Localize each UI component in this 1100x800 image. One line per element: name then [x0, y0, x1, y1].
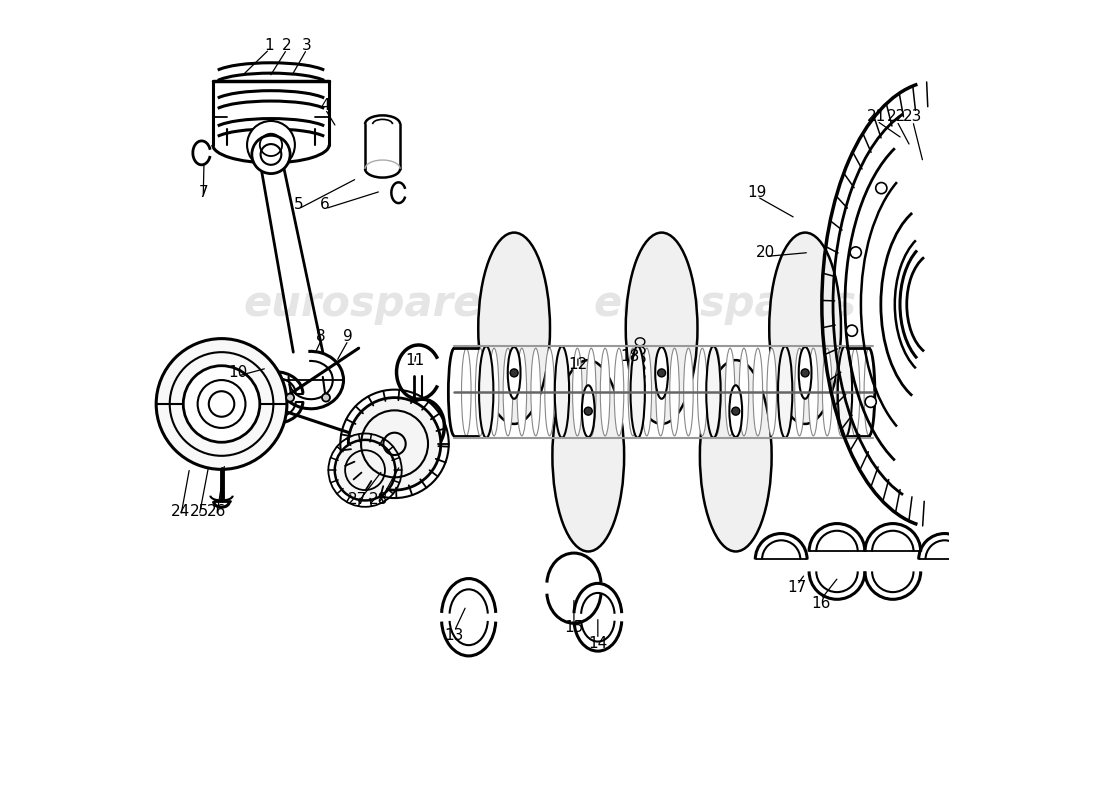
Text: 22: 22 [888, 110, 906, 125]
Ellipse shape [769, 233, 842, 424]
Text: 16: 16 [812, 596, 830, 610]
Text: 23: 23 [903, 110, 923, 125]
Circle shape [510, 369, 518, 377]
Ellipse shape [700, 360, 771, 551]
Text: 28: 28 [368, 492, 388, 507]
Ellipse shape [850, 348, 860, 436]
Text: 17: 17 [788, 580, 806, 595]
Ellipse shape [725, 348, 735, 436]
Ellipse shape [490, 348, 498, 436]
Ellipse shape [781, 348, 791, 436]
Ellipse shape [697, 348, 707, 436]
Circle shape [252, 135, 290, 174]
Ellipse shape [656, 347, 668, 399]
Ellipse shape [586, 348, 596, 436]
Text: 24: 24 [172, 504, 190, 519]
Circle shape [801, 369, 810, 377]
Ellipse shape [462, 348, 471, 436]
Circle shape [349, 398, 441, 490]
Ellipse shape [475, 348, 485, 436]
Circle shape [850, 247, 861, 258]
Circle shape [184, 366, 260, 442]
Text: 14: 14 [588, 636, 607, 650]
Ellipse shape [552, 360, 624, 551]
Ellipse shape [554, 346, 569, 438]
Ellipse shape [628, 348, 638, 436]
Ellipse shape [838, 346, 853, 438]
Circle shape [322, 394, 330, 402]
Ellipse shape [794, 348, 804, 436]
Ellipse shape [836, 348, 846, 436]
Ellipse shape [670, 348, 680, 436]
Ellipse shape [706, 346, 721, 438]
Ellipse shape [683, 348, 693, 436]
Ellipse shape [478, 233, 550, 424]
Text: eurospares: eurospares [243, 283, 506, 326]
Ellipse shape [865, 348, 873, 436]
Ellipse shape [823, 348, 832, 436]
Text: 15: 15 [564, 620, 583, 634]
Ellipse shape [739, 348, 749, 436]
Ellipse shape [642, 348, 651, 436]
Ellipse shape [799, 347, 812, 399]
Circle shape [334, 440, 395, 501]
Ellipse shape [626, 233, 697, 424]
Ellipse shape [601, 348, 609, 436]
Ellipse shape [559, 348, 569, 436]
Ellipse shape [754, 348, 762, 436]
Ellipse shape [508, 347, 520, 399]
Ellipse shape [517, 348, 527, 436]
Text: 6: 6 [320, 197, 330, 212]
Ellipse shape [808, 348, 818, 436]
Circle shape [658, 369, 666, 377]
Ellipse shape [531, 348, 540, 436]
Text: 2: 2 [282, 38, 292, 53]
Text: 20: 20 [756, 245, 774, 260]
Circle shape [876, 182, 887, 194]
Circle shape [156, 338, 287, 470]
Circle shape [865, 396, 877, 407]
Text: 18: 18 [620, 349, 639, 364]
Circle shape [732, 407, 739, 415]
Ellipse shape [656, 348, 666, 436]
Ellipse shape [630, 346, 645, 438]
Text: 21: 21 [867, 110, 887, 125]
Circle shape [286, 394, 294, 402]
Text: 7: 7 [198, 186, 208, 200]
Text: 11: 11 [405, 353, 425, 368]
Ellipse shape [712, 348, 720, 436]
Circle shape [846, 325, 857, 336]
Text: eurospares: eurospares [594, 283, 857, 326]
Ellipse shape [582, 386, 595, 437]
Text: 13: 13 [444, 628, 464, 642]
Text: 8: 8 [317, 329, 326, 344]
Text: 1: 1 [265, 38, 274, 53]
Text: 25: 25 [189, 504, 209, 519]
Circle shape [248, 121, 295, 169]
Text: 19: 19 [748, 186, 767, 200]
Text: 12: 12 [569, 357, 587, 372]
Text: 4: 4 [320, 98, 330, 113]
Ellipse shape [503, 348, 513, 436]
Text: 10: 10 [228, 365, 248, 379]
Circle shape [584, 407, 592, 415]
Ellipse shape [544, 348, 554, 436]
Text: 9: 9 [343, 329, 353, 344]
Text: 27: 27 [348, 492, 366, 507]
Text: 5: 5 [294, 197, 304, 212]
Ellipse shape [614, 348, 624, 436]
Ellipse shape [729, 386, 743, 437]
Ellipse shape [767, 348, 777, 436]
Ellipse shape [778, 346, 792, 438]
Ellipse shape [478, 346, 494, 438]
Text: 3: 3 [302, 38, 311, 53]
Ellipse shape [573, 348, 582, 436]
Text: 26: 26 [207, 504, 227, 519]
